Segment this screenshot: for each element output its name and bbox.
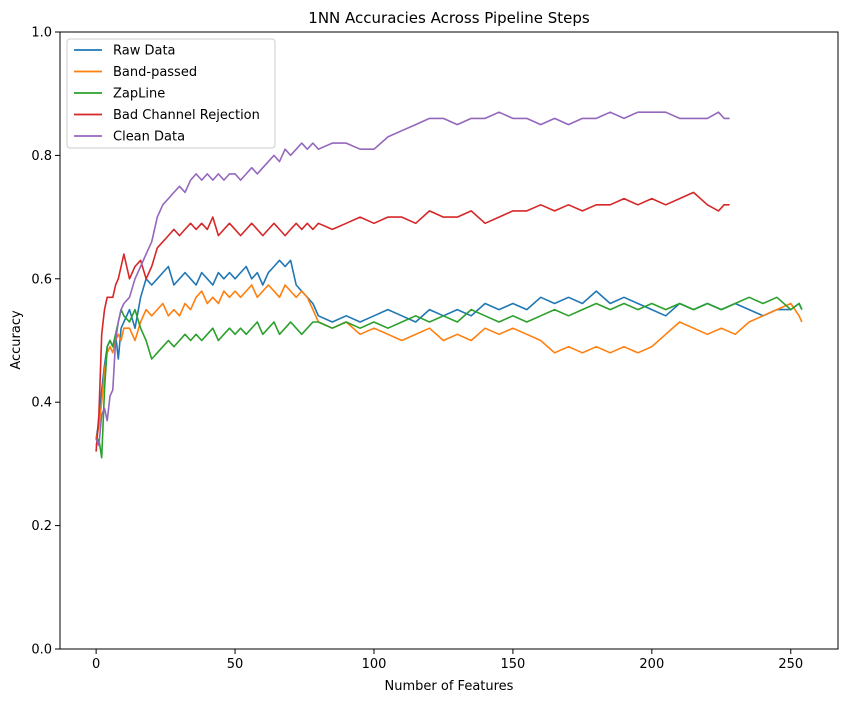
- x-axis: 0 50 100 150 200 250: [92, 649, 803, 672]
- x-tick-label: 250: [778, 657, 803, 672]
- y-tick-label: 0.6: [31, 272, 52, 287]
- series-line-zapline: [95, 296, 803, 459]
- legend-label-bad-channel-rejection: Bad Channel Rejection: [113, 108, 260, 123]
- series-line-bad-channel-rejection: [95, 191, 730, 452]
- legend-label-zapline: ZapLine: [113, 87, 165, 102]
- legend-label-raw-data: Raw Data: [113, 44, 176, 59]
- y-tick-label: 0.2: [31, 519, 52, 534]
- x-tick-label: 150: [500, 657, 525, 672]
- y-tick-label: 1.0: [31, 26, 52, 41]
- y-tick-label: 0.0: [31, 643, 52, 658]
- y-axis-label: Accuracy: [9, 310, 24, 370]
- plot-area: [59, 31, 839, 650]
- y-axis: 0.0 0.2 0.4 0.6 0.8 1.0: [31, 26, 60, 658]
- series-line-band-passed: [95, 284, 803, 440]
- series-line-raw-data: [95, 259, 803, 440]
- legend-label-clean-data: Clean Data: [113, 130, 185, 145]
- y-tick-label: 0.4: [31, 396, 52, 411]
- x-axis-label: Number of Features: [385, 679, 514, 694]
- x-tick-label: 0: [92, 657, 100, 672]
- series-line-clean-data: [95, 111, 730, 447]
- legend-label-band-passed: Band-passed: [113, 65, 197, 80]
- series-layer: [95, 111, 803, 459]
- x-tick-label: 200: [639, 657, 664, 672]
- y-tick-label: 0.8: [31, 149, 52, 164]
- x-tick-label: 50: [227, 657, 244, 672]
- plot-frame: [59, 31, 839, 650]
- legend-box: [66, 38, 276, 149]
- x-tick-label: 100: [362, 657, 387, 672]
- chart-title: 1NN Accuracies Across Pipeline Steps: [308, 9, 590, 27]
- legend: Raw Data Band-passed ZapLine Bad Channel Re…: [66, 38, 276, 149]
